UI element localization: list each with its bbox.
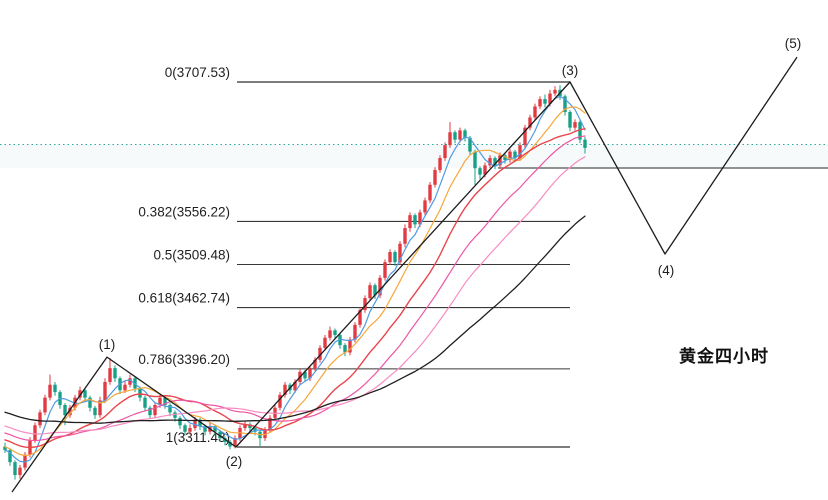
svg-text:(4): (4): [658, 263, 675, 278]
wave-labels-layer: (1) (2) (3) (4) (5): [99, 36, 802, 469]
svg-text:0.382(3556.22): 0.382(3556.22): [138, 204, 230, 219]
svg-text:0.5(3509.48): 0.5(3509.48): [153, 248, 230, 263]
svg-text:0(3707.53): 0(3707.53): [165, 65, 230, 80]
svg-text:(3): (3): [562, 63, 579, 78]
chart-title-text: 黄金四小时: [679, 347, 769, 366]
svg-text:(5): (5): [785, 36, 802, 51]
svg-text:(1): (1): [99, 337, 116, 352]
price-band: [0, 144, 828, 169]
fibonacci-levels: 0(3707.53) 0.382(3556.22) 0.5(3509.48) 0.61…: [138, 65, 570, 449]
svg-text:0.786(3396.20): 0.786(3396.20): [138, 352, 230, 367]
moving-averages-layer: [4, 95, 586, 463]
svg-text:0.618(3462.74): 0.618(3462.74): [138, 291, 230, 306]
svg-text:(2): (2): [226, 454, 243, 469]
candles-layer: [3, 85, 587, 480]
elliott-wave-lines: [11, 56, 798, 493]
svg-text:1(3311.43): 1(3311.43): [166, 430, 230, 445]
